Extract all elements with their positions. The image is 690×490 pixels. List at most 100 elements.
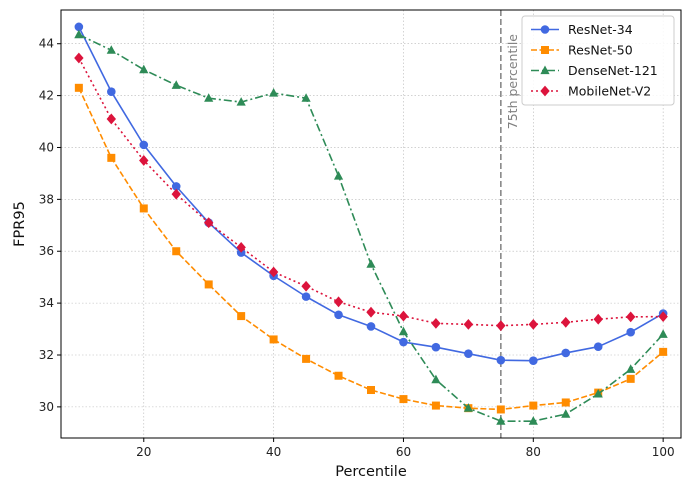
data-point-resnet-50 bbox=[399, 395, 408, 404]
data-point-resnet-34 bbox=[561, 348, 571, 358]
data-point-densenet-121 bbox=[561, 409, 571, 418]
legend: ResNet-34 ResNet-50 DenseNet-121 MobileNet-… bbox=[521, 15, 675, 106]
data-point-densenet-121 bbox=[593, 388, 603, 398]
data-point-resnet-50 bbox=[496, 405, 505, 414]
data-point-resnet-34 bbox=[593, 342, 603, 351]
data-point-resnet-50 bbox=[107, 153, 116, 162]
data-point-mobilenet-v2 bbox=[496, 320, 506, 332]
x-axis-label: Percentile bbox=[335, 464, 407, 480]
data-point-resnet-50 bbox=[431, 401, 440, 410]
legend-label-densenet-121: DenseNet-121 bbox=[568, 63, 658, 78]
data-point-resnet-50 bbox=[334, 371, 343, 380]
data-point-mobilenet-v2 bbox=[203, 217, 214, 229]
data-point-mobilenet-v2 bbox=[74, 52, 84, 64]
reference-line-label: 75th percentile bbox=[505, 34, 520, 130]
legend-box bbox=[521, 15, 675, 106]
x-tick-label: 40 bbox=[266, 445, 281, 459]
data-point-resnet-50 bbox=[237, 312, 246, 321]
series-group bbox=[74, 22, 668, 425]
data-point-densenet-121 bbox=[658, 329, 668, 338]
data-point-resnet-34 bbox=[529, 356, 538, 366]
plot-frame bbox=[60, 9, 682, 439]
data-point-densenet-121 bbox=[301, 93, 311, 102]
y-axis-ticks: 30 32 34 36 38 40 42 44 bbox=[39, 37, 61, 414]
data-point-mobilenet-v2 bbox=[625, 311, 636, 323]
data-point-resnet-50 bbox=[172, 247, 181, 256]
data-point-resnet-50 bbox=[269, 335, 278, 344]
data-point-densenet-121 bbox=[74, 29, 84, 39]
data-point-resnet-34 bbox=[399, 337, 408, 347]
data-point-densenet-121 bbox=[139, 64, 149, 74]
data-point-resnet-50 bbox=[659, 347, 668, 356]
y-tick-label: 40 bbox=[39, 140, 54, 154]
y-axis-label: FPR95 bbox=[12, 201, 28, 247]
data-point-resnet-50 bbox=[74, 83, 83, 92]
data-point-resnet-34 bbox=[431, 342, 441, 352]
y-tick-label: 38 bbox=[39, 192, 54, 206]
legend-label-resnet-34: ResNet-34 bbox=[568, 22, 633, 37]
data-point-mobilenet-v2 bbox=[139, 155, 149, 166]
data-point-resnet-50 bbox=[302, 354, 311, 363]
data-point-mobilenet-v2 bbox=[658, 311, 668, 323]
data-point-resnet-34 bbox=[496, 355, 506, 365]
data-point-mobilenet-v2 bbox=[431, 317, 441, 329]
data-point-resnet-50 bbox=[529, 401, 538, 410]
x-tick-label: 60 bbox=[396, 445, 411, 459]
y-tick-label: 36 bbox=[39, 244, 54, 258]
data-point-densenet-121 bbox=[366, 259, 376, 268]
data-point-resnet-34 bbox=[171, 182, 181, 191]
series-densenet-121 bbox=[74, 29, 668, 425]
data-point-mobilenet-v2 bbox=[366, 306, 376, 318]
data-point-densenet-121 bbox=[626, 364, 636, 373]
data-point-resnet-50 bbox=[561, 398, 570, 407]
data-point-densenet-121 bbox=[496, 416, 506, 425]
x-tick-label: 80 bbox=[526, 445, 541, 459]
legend-swatch-marker bbox=[540, 25, 550, 34]
data-point-mobilenet-v2 bbox=[268, 266, 279, 278]
data-point-resnet-34 bbox=[139, 140, 149, 150]
y-tick-label: 30 bbox=[39, 400, 54, 414]
data-point-resnet-34 bbox=[107, 87, 116, 97]
data-point-resnet-50 bbox=[204, 280, 213, 289]
legend-label-mobilenet-v2: MobileNet-V2 bbox=[568, 84, 651, 99]
y-tick-label: 34 bbox=[39, 296, 54, 310]
x-tick-label: 20 bbox=[136, 445, 151, 459]
data-point-densenet-121 bbox=[204, 93, 214, 102]
data-point-densenet-121 bbox=[171, 80, 181, 89]
data-point-resnet-34 bbox=[334, 310, 343, 320]
data-point-resnet-34 bbox=[366, 322, 376, 331]
data-point-mobilenet-v2 bbox=[561, 316, 571, 328]
data-point-densenet-121 bbox=[106, 45, 116, 54]
y-tick-label: 32 bbox=[39, 348, 54, 362]
data-point-densenet-121 bbox=[333, 171, 344, 180]
data-point-resnet-34 bbox=[74, 22, 84, 32]
data-point-densenet-121 bbox=[528, 416, 538, 425]
data-point-mobilenet-v2 bbox=[301, 280, 311, 292]
data-point-mobilenet-v2 bbox=[236, 241, 246, 253]
series-resnet-34 bbox=[74, 22, 668, 366]
reference-line-group: 75th percentile bbox=[500, 10, 520, 438]
data-point-resnet-34 bbox=[464, 349, 473, 358]
legend-label-resnet-50: ResNet-50 bbox=[568, 43, 633, 58]
legend-swatch-marker bbox=[540, 65, 550, 75]
data-point-densenet-121 bbox=[269, 88, 279, 97]
x-axis-ticks: 20 40 60 80 100 bbox=[136, 438, 675, 459]
data-point-mobilenet-v2 bbox=[398, 310, 409, 322]
data-point-mobilenet-v2 bbox=[593, 313, 603, 325]
data-point-densenet-121 bbox=[236, 97, 246, 106]
data-point-mobilenet-v2 bbox=[463, 318, 474, 330]
series-mobilenet-v2 bbox=[74, 52, 668, 332]
data-point-densenet-121 bbox=[431, 374, 441, 384]
data-point-resnet-34 bbox=[301, 292, 311, 301]
data-point-resnet-50 bbox=[139, 204, 148, 213]
legend-swatch-marker bbox=[541, 46, 549, 54]
y-tick-label: 44 bbox=[39, 37, 54, 51]
data-point-densenet-121 bbox=[463, 403, 473, 412]
data-point-mobilenet-v2 bbox=[106, 113, 117, 125]
y-tick-label: 42 bbox=[39, 89, 54, 103]
x-tick-label: 100 bbox=[652, 445, 675, 459]
data-point-densenet-121 bbox=[398, 326, 409, 336]
data-point-mobilenet-v2 bbox=[528, 318, 539, 330]
legend-swatch-marker bbox=[540, 85, 550, 97]
